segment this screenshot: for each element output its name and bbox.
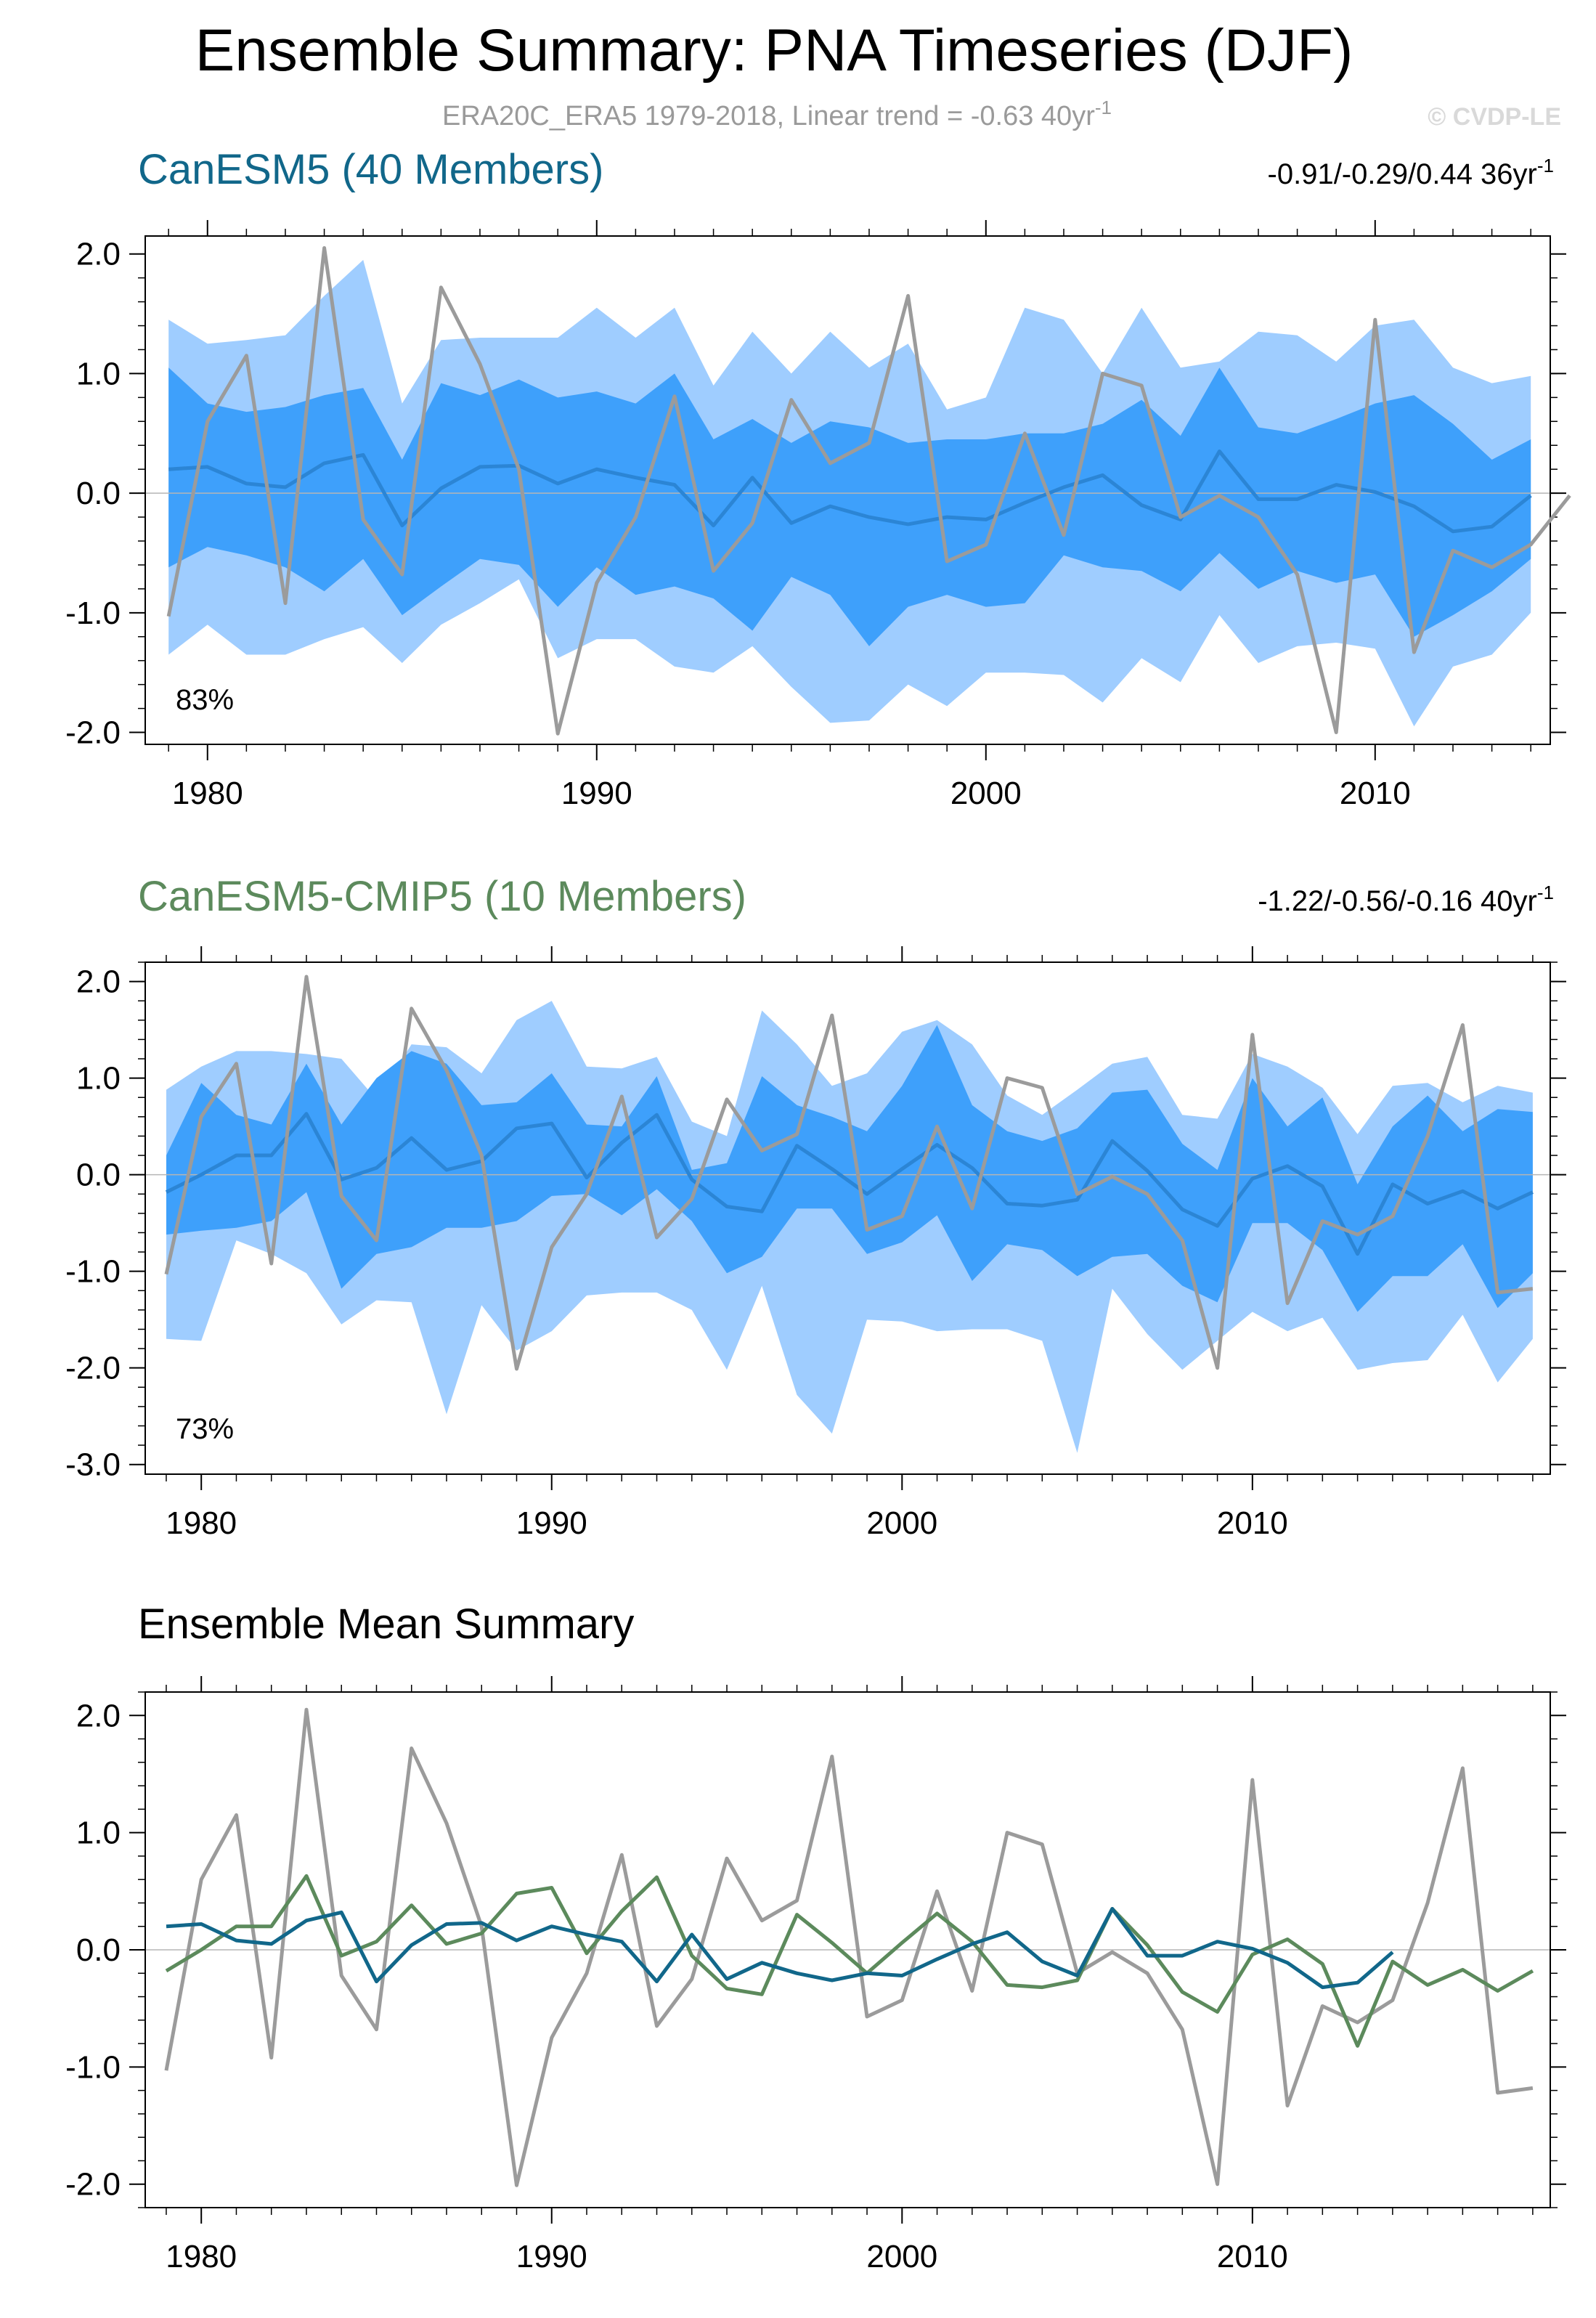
- x-tick-label-2010: 2010: [1217, 1505, 1288, 1541]
- y-tick-label-1.0: 1.0: [76, 1061, 121, 1097]
- y-tick-label-2.0: 2.0: [76, 1698, 121, 1733]
- y-tick-label--2.0: -2.0: [65, 715, 121, 751]
- page-subtitle: ERA20C_ERA5 1979-2018, Linear trend = -0…: [442, 97, 1112, 131]
- y-tick-label--1.0: -1.0: [65, 2049, 121, 2085]
- panel-canesm5-percent: 83%: [176, 684, 234, 716]
- y-tick-label-0.0: 0.0: [76, 1158, 121, 1193]
- x-tick-label-1980: 1980: [166, 1505, 237, 1541]
- x-tick-label-1980: 1980: [166, 2239, 237, 2274]
- y-tick-label--1.0: -1.0: [65, 1254, 121, 1290]
- y-tick-label-1.0: 1.0: [76, 1815, 121, 1851]
- panel-canesm5-cmip5-title: CanESM5-CMIP5 (10 Members): [138, 873, 746, 920]
- y-tick-label--2.0: -2.0: [65, 2167, 121, 2203]
- panel-ensemble-mean-plot: 1980 1990 2000 2010 2.0 1.0 0.0 -1.0 -2.0: [65, 1676, 1566, 2274]
- p2-inner-spread-band: [166, 1025, 1533, 1312]
- p1-frame: [144, 235, 1551, 745]
- page-subtitle-text: ERA20C_ERA5 1979-2018, Linear trend = -0…: [442, 101, 1095, 131]
- y-tick-label-2.0: 2.0: [76, 964, 121, 1000]
- panel-canesm5-cmip5-stats-text: -1.22/-0.56/-0.16 40yr: [1258, 885, 1537, 917]
- x-tick-label-2010: 2010: [1217, 2239, 1288, 2274]
- p2-ensemble-mean-line: [165, 1112, 1534, 1256]
- panel-canesm5-cmip5-stats: -1.22/-0.56/-0.16 40yr-1: [1258, 882, 1554, 917]
- p2-observation-line: [164, 975, 1534, 1371]
- y-tick-label--2.0: -2.0: [65, 1351, 121, 1386]
- panel-canesm5-cmip5-stats-sup: -1: [1537, 882, 1554, 903]
- p1-ensemble-mean-line: [168, 450, 1532, 534]
- p3-observation-line: [164, 1707, 1534, 2187]
- x-tick-label-2000: 2000: [866, 2239, 937, 2274]
- panel-canesm5: CanESM5 (40 Members) -0.91/-0.29/0.44 36…: [65, 146, 1571, 811]
- p1-inner-spread-band: [168, 367, 1531, 646]
- watermark: © CVDP-LE: [1428, 103, 1561, 131]
- panel-canesm5-cmip5-plot: 1980 1990 2000 2010 2.0 1.0 0.0 -1.0 -2.0 -3.0: [65, 946, 1566, 1541]
- y-tick-label-1.0: 1.0: [76, 356, 121, 391]
- x-tick-label-1980: 1980: [172, 776, 243, 811]
- panel-canesm5-plot: 1980 1990 2000 2010 2.0 1.0 0.0 -1.0 -2.0: [65, 220, 1571, 811]
- x-tick-label-2000: 2000: [866, 1505, 937, 1541]
- panel-canesm5-stats-text: -0.91/-0.29/0.44 36yr: [1268, 158, 1537, 190]
- x-tick-label-1990: 1990: [561, 776, 632, 811]
- p2-frame: [144, 961, 1551, 1475]
- panel-canesm5-title: CanESM5 (40 Members): [138, 146, 603, 193]
- page-title: Ensemble Summary: PNA Timeseries (DJF): [195, 17, 1353, 84]
- p3-canesm5-cmip5-mean-line: [165, 1874, 1534, 2048]
- y-tick-label-0.0: 0.0: [76, 476, 121, 511]
- p3-canesm5-mean-line: [166, 1907, 1394, 1990]
- p1-observation-line: [166, 246, 1571, 736]
- panel-ensemble-mean: Ensemble Mean Summary 1980 1990 2000 2010 2.…: [65, 1601, 1566, 2274]
- panel-ensemble-mean-title: Ensemble Mean Summary: [138, 1601, 634, 1648]
- panel-canesm5-stats-sup: -1: [1537, 155, 1554, 176]
- y-tick-label--3.0: -3.0: [65, 1447, 121, 1483]
- y-tick-label-2.0: 2.0: [76, 237, 121, 272]
- panel-canesm5-stats: -0.91/-0.29/0.44 36yr-1: [1268, 155, 1554, 190]
- page-subtitle-sup: -1: [1095, 97, 1112, 118]
- x-tick-label-2000: 2000: [950, 776, 1022, 811]
- panel-canesm5-cmip5-percent: 73%: [176, 1413, 234, 1445]
- x-tick-label-1990: 1990: [516, 1505, 587, 1541]
- y-tick-label-0.0: 0.0: [76, 1932, 121, 1968]
- y-tick-label--1.0: -1.0: [65, 595, 121, 631]
- x-tick-label-1990: 1990: [516, 2239, 587, 2274]
- x-tick-label-2010: 2010: [1340, 776, 1411, 811]
- panel-canesm5-cmip5: CanESM5-CMIP5 (10 Members) -1.22/-0.56/-…: [65, 873, 1566, 1541]
